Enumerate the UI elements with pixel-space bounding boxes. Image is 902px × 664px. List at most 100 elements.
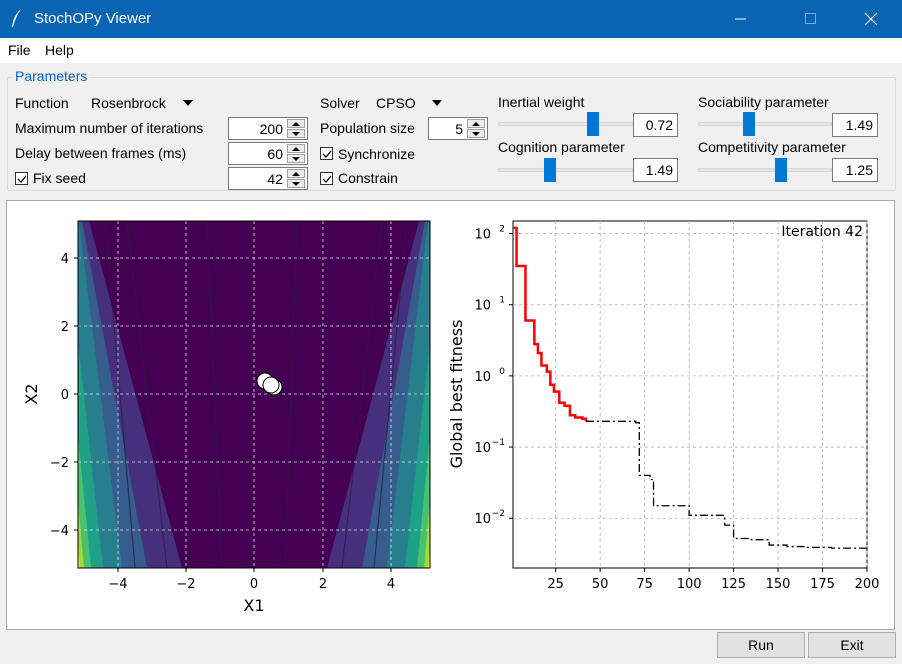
maximize-icon <box>805 13 816 24</box>
title-bar: StochOPy Viewer <box>0 0 902 38</box>
x-tick-label: 100 <box>677 577 702 592</box>
popsize-label: Population size <box>320 120 415 136</box>
sociability-value[interactable]: 1.49 <box>832 113 878 137</box>
y-tick-label: 0 <box>61 388 69 403</box>
max-iter-value: 200 <box>259 121 283 137</box>
minimize-button[interactable] <box>718 0 764 38</box>
chevron-down-icon <box>183 100 193 106</box>
checkmark-icon <box>322 150 332 158</box>
spin-down-button[interactable] <box>287 129 305 138</box>
maximize-button[interactable] <box>788 0 834 38</box>
chevron-down-icon <box>432 100 442 106</box>
cognition-label: Cognition parameter <box>498 139 625 155</box>
x-tick-label: −4 <box>108 577 127 592</box>
spin-up-button[interactable] <box>287 144 305 153</box>
slider-thumb[interactable] <box>587 112 599 136</box>
checkmark-icon <box>17 175 27 183</box>
popsize-value: 5 <box>455 121 463 137</box>
synchronize-label: Synchronize <box>338 146 416 162</box>
close-button[interactable] <box>848 0 894 38</box>
spin-up-button[interactable] <box>467 119 485 128</box>
exit-button[interactable]: Exit <box>808 632 896 658</box>
x-tick-label: 25 <box>547 577 564 592</box>
seed-value: 42 <box>267 171 283 187</box>
y-tick-label: −2 <box>50 456 69 471</box>
window-title: StochOPy Viewer <box>34 10 152 27</box>
x-tick-label: 50 <box>592 577 609 592</box>
spin-up-button[interactable] <box>287 119 305 128</box>
plot-canvas: −4 −2 0 2 4 4 2 0 −2 −4 X1 X2 25 50 75 100 1… <box>6 200 895 630</box>
slider-thumb[interactable] <box>775 158 787 182</box>
constrain-label: Constrain <box>338 170 398 186</box>
competitivity-value[interactable]: 1.25 <box>832 158 878 182</box>
spin-down-button[interactable] <box>287 179 305 188</box>
menu-bar: File Help <box>0 38 902 63</box>
delay-label: Delay between frames (ms) <box>15 145 187 161</box>
y-tick-label: 4 <box>61 252 69 267</box>
plots-svg: −4 −2 0 2 4 4 2 0 −2 −4 X1 X2 25 50 75 100 1… <box>22 220 880 615</box>
contour-plot <box>78 221 430 568</box>
function-value: Rosenbrock <box>91 95 166 111</box>
cognition-slider[interactable] <box>498 158 633 182</box>
y-tick-exponent: 1 <box>499 296 505 306</box>
spin-up-button[interactable] <box>287 169 305 178</box>
parameters-legend: Parameters <box>13 68 90 84</box>
competitivity-slider[interactable] <box>698 158 832 182</box>
x-tick-label: 125 <box>721 577 746 592</box>
y-tick-exponent: −1 <box>492 438 505 448</box>
x-tick-label: 200 <box>855 577 880 592</box>
competitivity-label: Competitivity parameter <box>698 139 846 155</box>
solver-value: CPSO <box>376 95 416 111</box>
constrain-checkbox[interactable] <box>320 172 333 185</box>
solver-label: Solver <box>320 95 360 111</box>
x-tick-label: 4 <box>387 577 395 592</box>
y-tick-label: 10 <box>474 370 491 385</box>
max-iter-label: Maximum number of iterations <box>15 120 204 136</box>
fitness-line-future <box>585 420 868 549</box>
iteration-annotation: Iteration 42 <box>781 224 863 240</box>
menu-help[interactable]: Help <box>45 42 74 58</box>
max-iter-spinbox[interactable]: 200 <box>228 117 308 140</box>
sociability-slider[interactable] <box>698 112 832 136</box>
seed-spinbox[interactable]: 42 <box>228 167 308 190</box>
x-tick-label: 75 <box>636 577 653 592</box>
y-tick-label: 10 <box>474 512 491 527</box>
fitness-line-current <box>513 226 588 422</box>
inertial-weight-label: Inertial weight <box>498 94 585 110</box>
x-tick-label: 175 <box>810 577 835 592</box>
sociability-label: Sociability parameter <box>698 94 829 110</box>
spin-down-button[interactable] <box>287 154 305 163</box>
y-tick-label: 10 <box>474 228 491 243</box>
delay-spinbox[interactable]: 60 <box>228 142 308 165</box>
fix-seed-checkbox[interactable] <box>15 172 28 185</box>
y-tick-exponent: −2 <box>492 509 505 519</box>
feather-icon <box>12 9 21 27</box>
minimize-icon <box>735 18 746 20</box>
run-button[interactable]: Run <box>717 632 805 658</box>
slider-thumb[interactable] <box>544 158 556 182</box>
x-tick-label: 0 <box>250 577 258 592</box>
cognition-value[interactable]: 1.49 <box>633 158 678 182</box>
inertial-weight-slider[interactable] <box>498 112 633 136</box>
menu-file[interactable]: File <box>8 42 31 58</box>
y-tick-label: −4 <box>50 524 69 539</box>
y-tick-exponent: 0 <box>499 367 505 377</box>
synchronize-checkbox[interactable] <box>320 147 333 160</box>
slider-thumb[interactable] <box>743 112 755 136</box>
solver-dropdown[interactable]: CPSO <box>373 92 448 114</box>
y-tick-label: 10 <box>474 441 491 456</box>
x-tick-label: −2 <box>176 577 195 592</box>
y-axis-label: X2 <box>22 383 41 404</box>
popsize-spinbox[interactable]: 5 <box>428 117 488 140</box>
x-axis-label: X1 <box>243 596 264 615</box>
spin-down-button[interactable] <box>467 129 485 138</box>
x-tick-label: 150 <box>766 577 791 592</box>
delay-value: 60 <box>267 146 283 162</box>
function-dropdown[interactable]: Rosenbrock <box>88 92 198 114</box>
fix-seed-label: Fix seed <box>33 170 86 186</box>
y-tick-label: 2 <box>61 320 69 335</box>
x-tick-label: 2 <box>319 577 327 592</box>
function-label: Function <box>15 95 69 111</box>
inertial-weight-value[interactable]: 0.72 <box>633 113 678 137</box>
